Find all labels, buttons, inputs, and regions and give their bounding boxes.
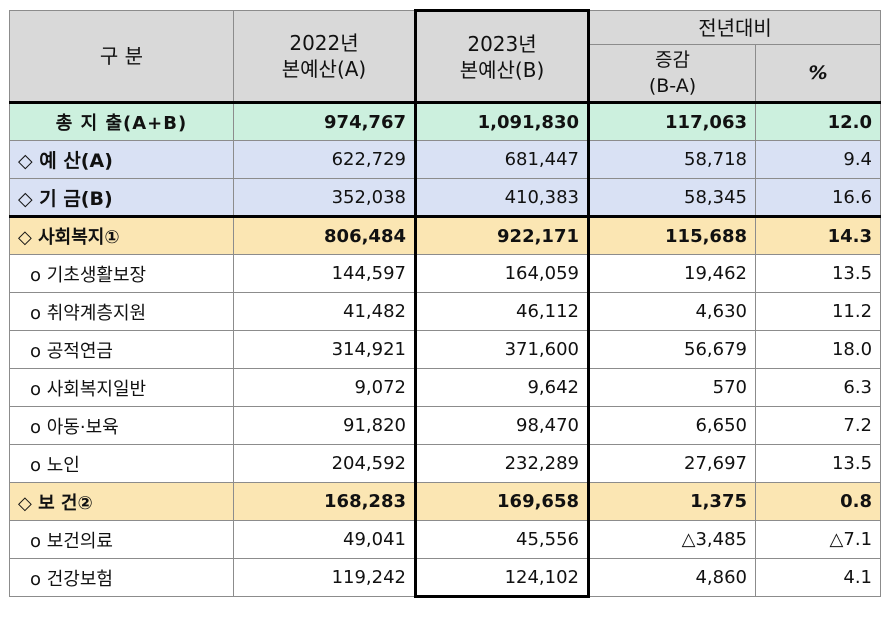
row-label: 총 지 출(A+B) xyxy=(9,101,234,141)
table-row: o 노인 204,592 232,289 27,697 13.5 xyxy=(9,444,882,483)
row-2022: 41,482 xyxy=(233,292,416,331)
row-pct: 4.1 xyxy=(754,558,882,597)
row-pct: 16.6 xyxy=(754,178,882,218)
table-row: o 아동·보육 91,820 98,470 6,650 7.2 xyxy=(9,406,882,445)
row-label: o 노인 xyxy=(9,444,234,483)
row-2023: 45,556 xyxy=(414,520,590,559)
row-2023: 371,600 xyxy=(414,330,590,369)
row-change: 4,630 xyxy=(588,292,756,331)
row-2022: 49,041 xyxy=(233,520,416,559)
row-pct: 11.2 xyxy=(754,292,882,331)
row-label: o 아동·보육 xyxy=(9,406,234,445)
row-label: ◇ 보 건② xyxy=(9,482,234,521)
row-change: 6,650 xyxy=(588,406,756,445)
row-2023: 124,102 xyxy=(414,558,590,598)
header-2022-budget: 본예산(A) xyxy=(281,57,367,81)
row-label: o 건강보험 xyxy=(9,558,234,597)
row-2023: 922,171 xyxy=(414,216,590,255)
row-label: o 취약계층지원 xyxy=(9,292,234,331)
header-change: 증감 (B-A) xyxy=(588,44,756,103)
header-2022-year: 2022년 xyxy=(289,31,359,55)
row-change: 58,345 xyxy=(588,178,756,218)
table-row: o 공적연금 314,921 371,600 56,679 18.0 xyxy=(9,330,882,369)
row-2022: 119,242 xyxy=(233,558,416,597)
row-label: o 사회복지일반 xyxy=(9,368,234,407)
row-2022: 352,038 xyxy=(233,178,416,218)
row-change: 58,718 xyxy=(588,140,756,179)
header-change-formula: (B-A) xyxy=(648,75,697,97)
row-label: ◇ 예 산(A) xyxy=(9,140,234,179)
table-row-fund: ◇ 기 금(B) 352,038 410,383 58,345 16.6 xyxy=(9,178,882,218)
row-2022: 806,484 xyxy=(233,216,416,255)
row-change: 115,688 xyxy=(588,216,756,255)
row-change: 117,063 xyxy=(588,101,756,141)
row-2023: 232,289 xyxy=(414,444,590,483)
row-pct: △7.1 xyxy=(754,520,882,559)
table-row: o 보건의료 49,041 45,556 △3,485 △7.1 xyxy=(9,520,882,559)
header-percent: % xyxy=(754,44,882,103)
row-pct: 6.3 xyxy=(754,368,882,407)
header-2023-year: 2023년 xyxy=(467,31,537,56)
row-pct: 14.3 xyxy=(754,216,882,255)
row-change: 56,679 xyxy=(588,330,756,369)
row-2022: 974,767 xyxy=(233,101,416,141)
row-2023: 169,658 xyxy=(414,482,590,521)
row-label: ◇ 사회복지① xyxy=(9,216,234,255)
header-comparison: 전년대비 xyxy=(587,10,882,45)
row-2022: 204,592 xyxy=(233,444,416,483)
row-change: △3,485 xyxy=(588,520,756,559)
row-2023: 98,470 xyxy=(414,406,590,445)
row-change: 4,860 xyxy=(588,558,756,597)
header-2022: 2022년 본예산(A) xyxy=(233,10,416,103)
row-label: o 보건의료 xyxy=(9,520,234,559)
table-row-budget: ◇ 예 산(A) 622,729 681,447 58,718 9.4 xyxy=(9,140,882,179)
row-2023: 164,059 xyxy=(414,254,590,293)
row-2022: 144,597 xyxy=(233,254,416,293)
row-label: o 공적연금 xyxy=(9,330,234,369)
header-category: 구 분 xyxy=(9,10,234,103)
header-2023: 2023년 본예산(B) xyxy=(414,9,590,103)
table-row: o 기초생활보장 144,597 164,059 19,462 13.5 xyxy=(9,254,882,293)
table-row: o 사회복지일반 9,072 9,642 570 6.3 xyxy=(9,368,882,407)
row-2023: 1,091,830 xyxy=(414,101,590,141)
row-2022: 9,072 xyxy=(233,368,416,407)
budget-table: 구 분 2022년 본예산(A) 2023년 본예산(B) 전년대비 증감 (B… xyxy=(9,9,882,598)
row-2022: 622,729 xyxy=(233,140,416,179)
table-row-social-welfare: ◇ 사회복지① 806,484 922,171 115,688 14.3 xyxy=(9,216,882,255)
row-pct: 13.5 xyxy=(754,444,882,483)
row-2022: 91,820 xyxy=(233,406,416,445)
row-2023: 46,112 xyxy=(414,292,590,331)
row-pct: 12.0 xyxy=(754,101,882,141)
table-row: o 건강보험 119,242 124,102 4,860 4.1 xyxy=(9,558,882,598)
table-row-health: ◇ 보 건② 168,283 169,658 1,375 0.8 xyxy=(9,482,882,521)
row-2023: 681,447 xyxy=(414,140,590,179)
table-row: o 취약계층지원 41,482 46,112 4,630 11.2 xyxy=(9,292,882,331)
row-2023: 410,383 xyxy=(414,178,590,218)
row-pct: 0.8 xyxy=(754,482,882,521)
row-pct: 7.2 xyxy=(754,406,882,445)
table-row-total: 총 지 출(A+B) 974,767 1,091,830 117,063 12.… xyxy=(9,101,882,141)
row-label: o 기초생활보장 xyxy=(9,254,234,293)
header-2023-budget: 본예산(B) xyxy=(459,57,545,82)
header-change-label: 증감 xyxy=(655,49,690,71)
row-pct: 9.4 xyxy=(754,140,882,179)
row-change: 27,697 xyxy=(588,444,756,483)
row-change: 1,375 xyxy=(588,482,756,521)
row-pct: 13.5 xyxy=(754,254,882,293)
row-change: 19,462 xyxy=(588,254,756,293)
row-label: ◇ 기 금(B) xyxy=(9,178,234,218)
row-2022: 314,921 xyxy=(233,330,416,369)
row-2022: 168,283 xyxy=(233,482,416,521)
row-2023: 9,642 xyxy=(414,368,590,407)
row-pct: 18.0 xyxy=(754,330,882,369)
row-change: 570 xyxy=(588,368,756,407)
